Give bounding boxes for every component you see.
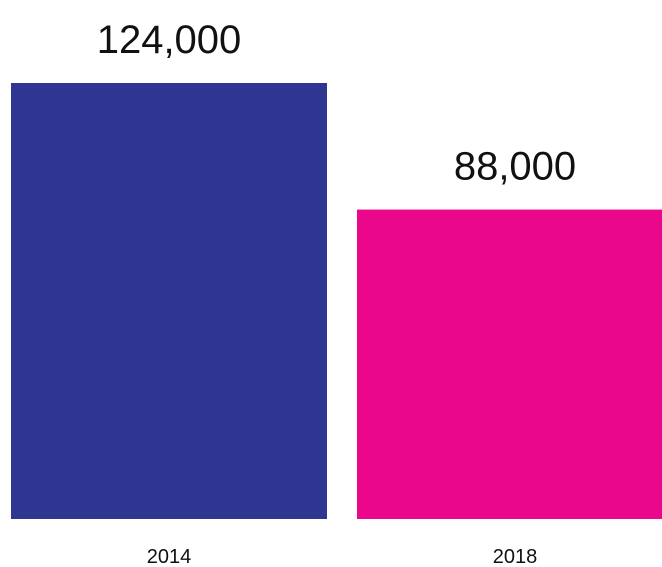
bar-2014 [11, 83, 327, 519]
value-label-2018: 88,000 [454, 145, 576, 189]
x-tick-label-2018: 2018 [493, 546, 538, 567]
bars-group [11, 83, 662, 520]
x-tick-label-2014: 2014 [147, 546, 192, 567]
bar-2018 [357, 209, 662, 520]
value-label-2014: 124,000 [97, 18, 242, 62]
value-labels-group: 124,000 88,000 [97, 18, 576, 189]
x-tick-labels-group: 2014 2018 [147, 546, 538, 567]
